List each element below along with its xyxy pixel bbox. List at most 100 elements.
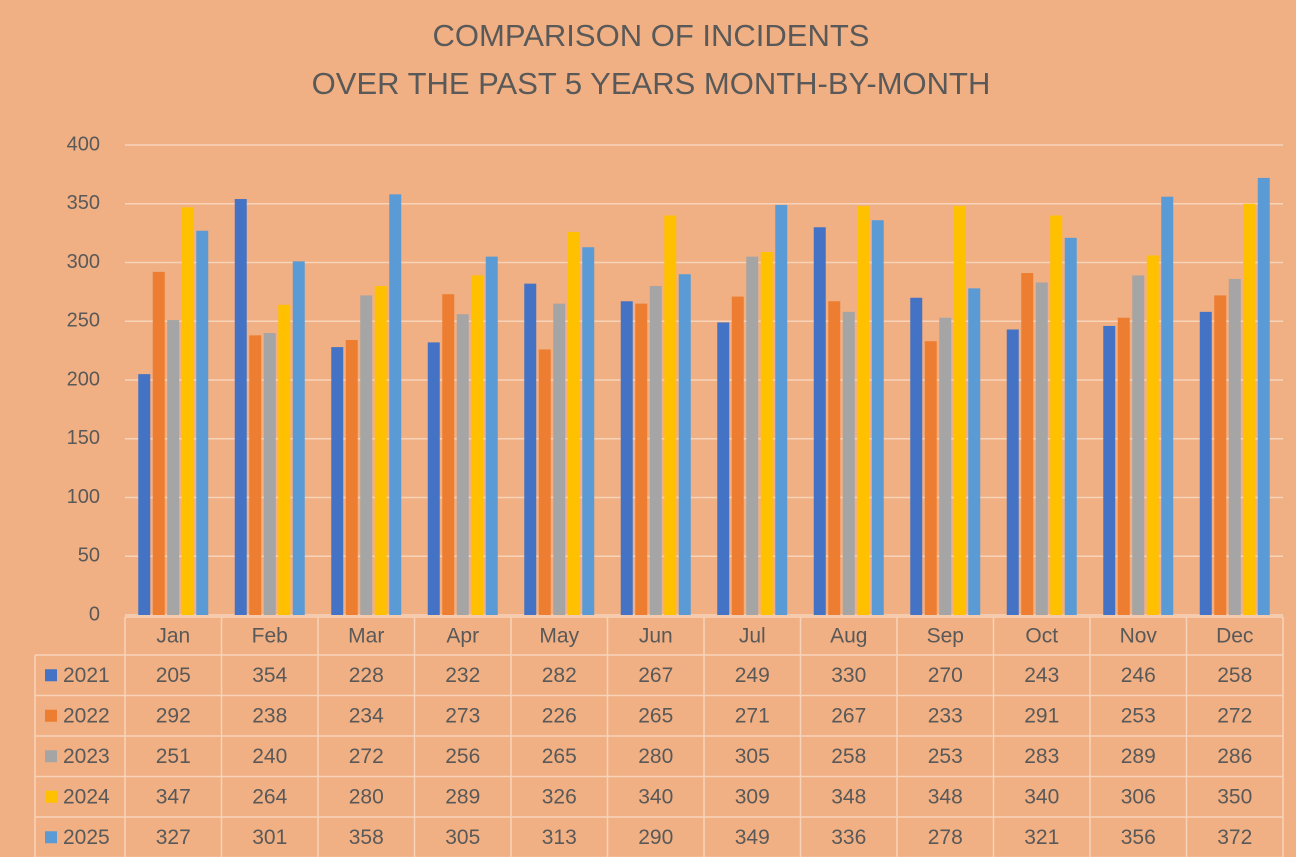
table-cell: 243 bbox=[1024, 664, 1059, 687]
table-cell: 205 bbox=[156, 664, 191, 687]
bar bbox=[857, 206, 870, 615]
table-cell: 290 bbox=[638, 826, 673, 849]
bar bbox=[939, 317, 952, 615]
x-tick-label: Aug bbox=[830, 625, 867, 648]
table-cell: 289 bbox=[445, 785, 480, 808]
x-tick-label: Dec bbox=[1216, 625, 1253, 648]
y-tick-label: 50 bbox=[78, 545, 100, 567]
table-cell: 265 bbox=[542, 745, 577, 768]
table-cell: 251 bbox=[156, 745, 191, 768]
table-cell: 265 bbox=[638, 704, 673, 727]
table-cell: 234 bbox=[349, 704, 384, 727]
bar bbox=[292, 261, 305, 615]
legend-swatch bbox=[45, 709, 57, 722]
table-cell: 306 bbox=[1121, 785, 1156, 808]
bar bbox=[582, 247, 595, 615]
bar bbox=[524, 283, 537, 615]
legend-label: 2025 bbox=[63, 826, 110, 849]
table-cell: 336 bbox=[831, 826, 866, 849]
bar bbox=[456, 314, 469, 615]
y-tick-label: 0 bbox=[89, 603, 100, 625]
chart-title: OVER THE PAST 5 YEARS MONTH-BY-MONTH bbox=[312, 66, 991, 101]
bar bbox=[1199, 311, 1212, 615]
table-cell: 282 bbox=[542, 664, 577, 687]
x-tick-label: Apr bbox=[446, 625, 479, 648]
x-tick-label: Jan bbox=[156, 625, 190, 648]
table-cell: 256 bbox=[445, 745, 480, 768]
bar bbox=[389, 194, 402, 615]
bar bbox=[1161, 196, 1174, 615]
table-cell: 283 bbox=[1024, 745, 1059, 768]
bar bbox=[1117, 317, 1130, 615]
table-cell: 240 bbox=[252, 745, 287, 768]
table-cell: 340 bbox=[1024, 785, 1059, 808]
table-cell: 372 bbox=[1217, 826, 1252, 849]
table-cell: 226 bbox=[542, 704, 577, 727]
bar bbox=[1064, 237, 1077, 615]
legend-label: 2024 bbox=[63, 785, 110, 808]
bar bbox=[620, 301, 633, 615]
legend-label: 2022 bbox=[63, 704, 110, 727]
bar bbox=[924, 341, 937, 615]
bar bbox=[1103, 325, 1116, 615]
y-tick-label: 350 bbox=[67, 192, 100, 214]
x-tick-label: Feb bbox=[252, 625, 288, 648]
table-cell: 270 bbox=[928, 664, 963, 687]
bar bbox=[567, 231, 580, 615]
bar bbox=[152, 271, 165, 615]
bar bbox=[828, 301, 841, 615]
bar bbox=[775, 204, 788, 616]
x-tick-label: Nov bbox=[1120, 625, 1158, 648]
bar bbox=[278, 304, 291, 615]
table-cell: 349 bbox=[735, 826, 770, 849]
x-tick-label: Jun bbox=[639, 625, 673, 648]
bar bbox=[1132, 275, 1145, 615]
y-tick-label: 100 bbox=[67, 486, 100, 508]
table-cell: 246 bbox=[1121, 664, 1156, 687]
table-cell: 348 bbox=[928, 785, 963, 808]
table-cell: 292 bbox=[156, 704, 191, 727]
bar bbox=[374, 286, 387, 615]
bar bbox=[1214, 295, 1227, 615]
bar bbox=[331, 347, 344, 615]
table-cell: 278 bbox=[928, 826, 963, 849]
table-cell: 280 bbox=[638, 745, 673, 768]
bar bbox=[1050, 215, 1063, 615]
bar bbox=[760, 251, 773, 616]
legend-swatch bbox=[45, 790, 57, 803]
table-cell: 350 bbox=[1217, 785, 1252, 808]
x-tick-label: Sep bbox=[927, 625, 964, 648]
bar bbox=[263, 333, 276, 615]
table-cell: 280 bbox=[349, 785, 384, 808]
bar bbox=[910, 297, 923, 615]
bar bbox=[731, 296, 744, 615]
y-tick-label: 200 bbox=[67, 368, 100, 390]
table-cell: 291 bbox=[1024, 704, 1059, 727]
bar bbox=[1146, 255, 1159, 615]
table-cell: 354 bbox=[252, 664, 287, 687]
bar bbox=[635, 303, 648, 615]
bar bbox=[234, 199, 247, 616]
y-tick-label: 150 bbox=[67, 427, 100, 449]
bar bbox=[813, 227, 826, 615]
bar bbox=[842, 311, 855, 615]
legend-swatch bbox=[45, 669, 57, 682]
table-cell: 301 bbox=[252, 826, 287, 849]
bar bbox=[649, 286, 662, 615]
table-cell: 232 bbox=[445, 664, 480, 687]
table-cell: 258 bbox=[1217, 664, 1252, 687]
bar bbox=[1035, 282, 1048, 615]
table-cell: 305 bbox=[445, 826, 480, 849]
bar bbox=[664, 215, 677, 615]
bar bbox=[678, 274, 691, 615]
table-cell: 273 bbox=[445, 704, 480, 727]
y-tick-label: 300 bbox=[67, 251, 100, 273]
x-tick-label: Mar bbox=[348, 625, 384, 648]
table-cell: 271 bbox=[735, 704, 770, 727]
table-cell: 228 bbox=[349, 664, 384, 687]
bar bbox=[871, 220, 884, 615]
table-cell: 272 bbox=[1217, 704, 1252, 727]
